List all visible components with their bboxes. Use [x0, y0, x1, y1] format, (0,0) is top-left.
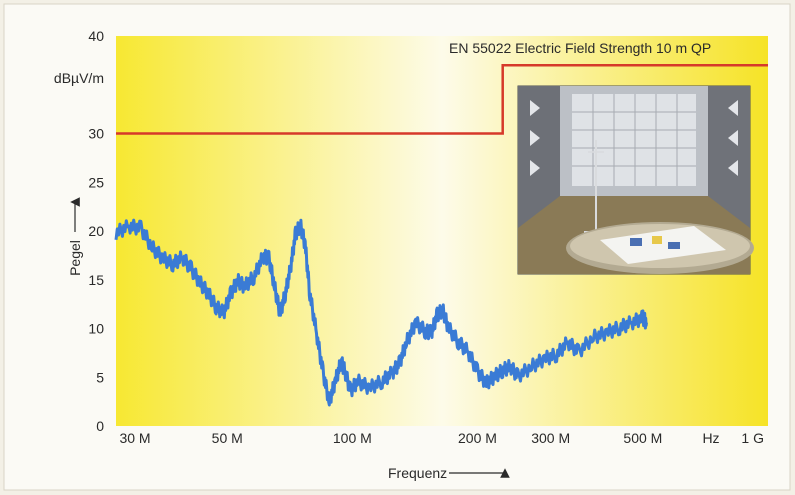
x-tick-label: 1 G: [741, 430, 764, 446]
limit-line: [116, 64, 768, 135]
y-tick-label: 5: [96, 369, 104, 385]
y-tick-label: 40: [88, 28, 104, 44]
x-tick-label: 100 M: [333, 430, 372, 446]
measurement-series-line: [114, 218, 648, 407]
y-tick-label: 20: [88, 223, 104, 239]
x-tick-label: 200 M: [458, 430, 497, 446]
x-tick-label: 30 M: [119, 430, 150, 446]
y-tick-label: 0: [96, 418, 104, 434]
y-axis-ticks: 0 5 10 15 20 25 30 40: [88, 28, 104, 434]
y-axis-label-group: Pegel: [67, 197, 83, 276]
x-axis-ticks: 30 M 50 M 100 M 200 M 300 M 500 M 1 G: [119, 430, 764, 446]
x-axis-label: Frequenz: [388, 465, 447, 481]
y-tick-label: 30: [88, 126, 104, 142]
y-axis-unit: dBµV/m: [54, 70, 104, 86]
y-tick-label: 25: [88, 174, 104, 190]
y-axis-label: Pegel: [67, 240, 83, 276]
y-tick-label: 15: [88, 272, 104, 288]
x-axis-unit: Hz: [702, 430, 719, 446]
x-tick-label: 50 M: [212, 430, 243, 446]
test-chamber-photo: [517, 85, 754, 275]
x-tick-label: 500 M: [623, 430, 662, 446]
x-tick-label: 300 M: [531, 430, 570, 446]
limit-line-label: EN 55022 Electric Field Strength 10 m QP: [449, 40, 711, 56]
y-tick-label: 10: [88, 321, 104, 337]
